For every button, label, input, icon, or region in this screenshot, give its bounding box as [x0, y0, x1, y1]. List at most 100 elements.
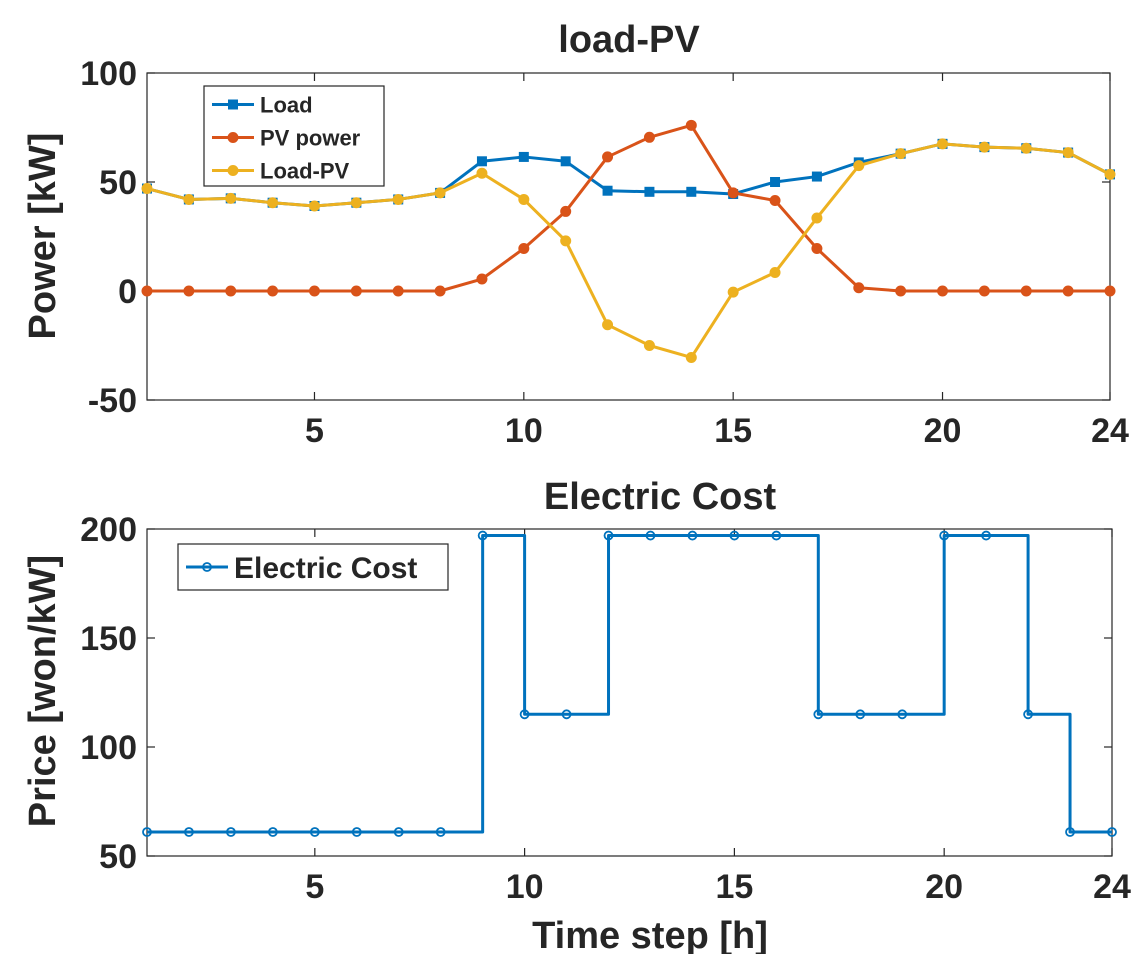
data-point [770, 177, 781, 187]
y-tick-label: 50 [99, 838, 137, 876]
data-point [727, 187, 739, 199]
data-point [811, 171, 822, 182]
y-tick-label: 50 [99, 164, 137, 202]
series-electric-cost [142, 530, 1117, 837]
electric-cost-chart: Electric Cost Price [won/kW] Time step [… [22, 476, 1131, 954]
y-tick-label: -50 [88, 382, 137, 420]
y-tick-label: 150 [80, 620, 137, 658]
legend-marker [227, 132, 239, 143]
x-tick-label: 5 [305, 412, 324, 450]
legend-label: Load-PV [260, 158, 350, 183]
data-point [308, 200, 320, 212]
data-point [771, 530, 782, 541]
y-tick-label: 200 [80, 511, 137, 549]
x-tick-label: 15 [714, 412, 752, 450]
data-point [518, 242, 530, 254]
data-point [685, 119, 697, 131]
data-point [811, 212, 823, 224]
data-point [183, 193, 195, 205]
data-point [476, 156, 487, 167]
series-line [147, 534, 1112, 834]
x-tick-label: 5 [305, 868, 324, 906]
data-point [267, 197, 279, 209]
data-point [308, 285, 320, 297]
data-point [645, 530, 656, 541]
legend-marker [202, 562, 212, 572]
data-point [519, 709, 530, 720]
data-point [393, 827, 404, 837]
data-point [853, 282, 865, 294]
data-point [978, 285, 990, 297]
data-point [1020, 285, 1032, 297]
data-point [1104, 285, 1116, 297]
data-point [141, 183, 153, 195]
data-point [1023, 709, 1033, 720]
data-point [518, 193, 530, 205]
data-point [729, 530, 740, 541]
data-point [518, 151, 529, 162]
x-tick-label: 24 [1093, 868, 1131, 906]
data-point [769, 195, 781, 207]
data-point [1062, 147, 1074, 159]
data-point [981, 530, 992, 541]
y-tick-label: 100 [80, 729, 137, 767]
data-point [226, 827, 236, 837]
data-point [1062, 285, 1074, 297]
chart-title: load-PV [558, 19, 700, 61]
legend-marker [227, 165, 239, 176]
data-point [643, 131, 655, 143]
legend-marker [228, 99, 238, 110]
data-point [853, 160, 865, 172]
data-point [895, 285, 907, 297]
series-pv-power [141, 119, 1116, 297]
y-tick-label: 0 [118, 273, 137, 311]
data-point [350, 197, 362, 209]
data-point [561, 709, 572, 720]
data-point [183, 285, 195, 297]
series-line [146, 142, 1111, 359]
data-point [811, 242, 823, 254]
data-point [978, 141, 990, 153]
data-point [685, 351, 697, 363]
data-point [476, 273, 488, 285]
data-point [560, 235, 572, 247]
data-point [351, 827, 362, 837]
data-point [937, 138, 949, 150]
data-point [267, 827, 278, 837]
legend: Electric Cost [177, 543, 449, 591]
data-point [434, 285, 446, 297]
x-tick-label: 20 [925, 868, 963, 906]
y-axis-label: Price [won/kW] [22, 555, 64, 827]
data-point [141, 285, 153, 297]
legend: Load PV power Load-PV [203, 85, 385, 187]
data-point [855, 709, 866, 720]
data-point [687, 530, 698, 541]
data-point [350, 285, 362, 297]
chart-title: Electric Cost [544, 476, 777, 518]
data-point [602, 319, 614, 331]
series-line [147, 123, 1110, 293]
data-point [727, 286, 739, 298]
data-point [435, 827, 446, 837]
data-point [225, 192, 237, 204]
y-axis-label: Power [kW] [22, 133, 64, 340]
data-point [686, 186, 697, 197]
data-point [434, 187, 446, 199]
data-point [392, 285, 404, 297]
legend-label: PV power [260, 125, 361, 150]
data-point [309, 827, 320, 837]
legend-label: Electric Cost [234, 552, 417, 585]
data-point [392, 193, 404, 205]
data-point [644, 186, 655, 197]
legend-label: Load [260, 92, 313, 117]
data-point [939, 530, 950, 541]
data-point [602, 185, 613, 196]
data-point [1107, 827, 1117, 837]
data-point [643, 340, 655, 351]
data-point [602, 151, 614, 163]
x-tick-label: 20 [924, 412, 962, 450]
data-point [897, 709, 908, 720]
data-point [560, 156, 571, 167]
data-point [142, 827, 152, 837]
